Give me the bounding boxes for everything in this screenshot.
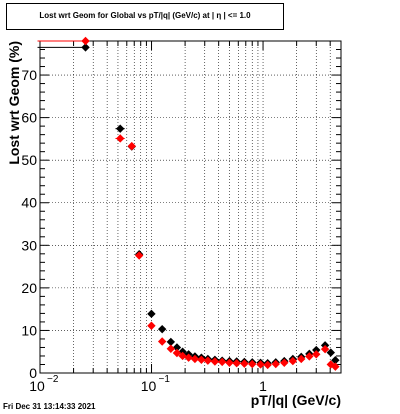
- data-point: [263, 360, 272, 370]
- y-tick-label: 30: [21, 237, 37, 253]
- data-point: [288, 356, 298, 366]
- data-point: [225, 358, 234, 367]
- x-tick-label-exponent: −1: [159, 374, 171, 385]
- x-tick-label: 10: [29, 378, 45, 394]
- data-point: [147, 321, 156, 330]
- y-tick-label: 0: [29, 365, 37, 381]
- data-point: [240, 359, 249, 368]
- y-tick-label: 10: [21, 322, 37, 338]
- data-point: [312, 350, 321, 359]
- data-point: [178, 351, 187, 361]
- data-point: [127, 141, 136, 151]
- x-tick-label-exponent: −2: [47, 374, 59, 385]
- y-axis-label: Lost wrt Geom (%): [6, 41, 22, 165]
- data-point: [305, 352, 314, 361]
- data-point: [217, 357, 227, 367]
- data-point: [172, 348, 182, 358]
- chart-title: Lost wrt Geom for Global vs pT/|q| (GeV/…: [39, 11, 251, 20]
- data-point: [178, 347, 187, 356]
- data-point: [312, 345, 321, 355]
- x-tick-label: 10: [141, 378, 157, 394]
- data-point: [320, 344, 330, 354]
- data-point: [248, 359, 257, 369]
- data-point: [210, 357, 220, 366]
- y-tick-label: 50: [21, 152, 37, 168]
- data-point: [326, 348, 335, 357]
- data-point: [203, 356, 213, 365]
- x-axis-label: pT/|q| (GeV/c): [251, 392, 341, 408]
- data-point: [256, 360, 265, 369]
- data-point: [331, 362, 340, 371]
- data-point: [166, 337, 176, 347]
- grid-lines: [40, 41, 341, 373]
- data-point: [184, 353, 193, 362]
- data-point: [157, 337, 167, 346]
- y-tick-label: 70: [21, 67, 37, 83]
- data-point: [197, 355, 206, 365]
- axis-ticks: [39, 40, 342, 374]
- data-point: [116, 134, 125, 143]
- data-point: [271, 359, 280, 369]
- y-tick-label: 20: [21, 280, 37, 296]
- data-point: [331, 356, 340, 365]
- series-1: [37, 43, 340, 368]
- data-point: [232, 359, 241, 368]
- data-point: [134, 251, 144, 260]
- data-point: [157, 324, 167, 334]
- data-point: [81, 36, 90, 46]
- plot-frame: [39, 40, 342, 374]
- data-point: [81, 43, 90, 52]
- timestamp: Fri Dec 31 13:14:33 2021: [3, 402, 96, 411]
- y-tick-label: 40: [21, 195, 37, 211]
- series-2: [37, 36, 340, 371]
- data-point: [172, 343, 182, 352]
- data-point: [190, 354, 200, 364]
- data-point: [116, 124, 125, 133]
- data-marks: [37, 36, 340, 371]
- data-point: [147, 309, 156, 319]
- x-tick-label: 1: [259, 378, 267, 394]
- data-point: [280, 358, 289, 367]
- data-point: [166, 344, 176, 353]
- data-point: [297, 354, 306, 364]
- chart-title-box: Lost wrt Geom for Global vs pT/|q| (GeV/…: [6, 3, 284, 30]
- y-tick-label: 60: [21, 110, 37, 126]
